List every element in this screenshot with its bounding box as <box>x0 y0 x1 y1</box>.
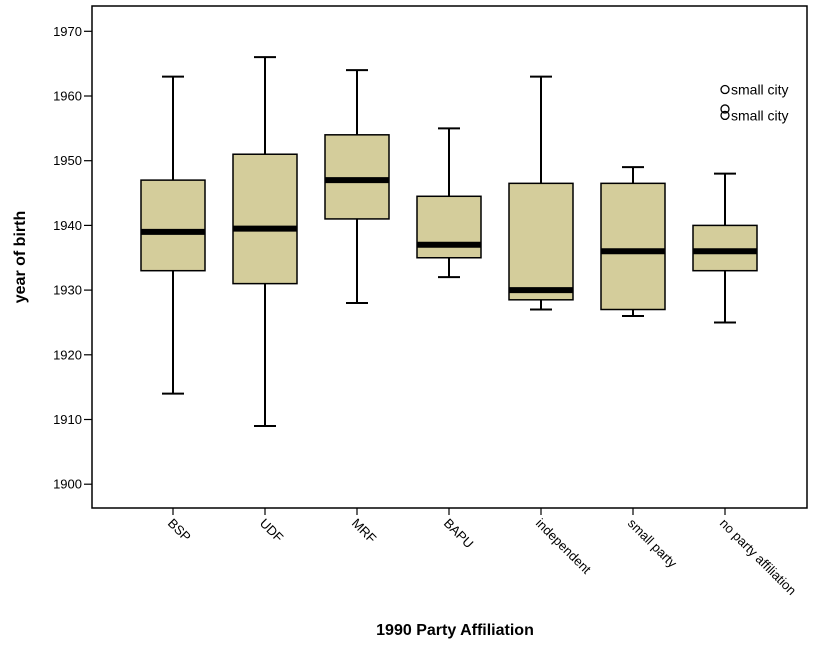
box-BAPU <box>416 127 482 279</box>
y-tick-label: 1930 <box>53 283 82 298</box>
x-category-label: independent <box>533 516 594 577</box>
box-independent <box>508 75 574 311</box>
y-tick-label: 1960 <box>53 89 82 104</box>
boxes-group <box>140 56 758 427</box>
y-tick-label: 1920 <box>53 347 82 362</box>
y-tick-label: 1970 <box>53 24 82 39</box>
box-no-party-affiliation <box>692 172 758 324</box>
y-axis-title: year of birth <box>12 211 29 303</box>
x-category-label: MRF <box>349 516 380 547</box>
outliers-group: small city small city <box>720 82 789 123</box>
outlier-point <box>720 104 730 114</box>
y-tick-label: 1950 <box>53 153 82 168</box>
x-category-label: BSP <box>165 516 194 545</box>
box-BSP <box>140 75 206 395</box>
y-axis: 1900 1910 1920 1930 1940 1950 1960 1970 <box>53 24 92 492</box>
x-category-label: small party <box>625 516 680 571</box>
outlier-point <box>720 84 730 95</box>
y-tick-label: 1900 <box>53 477 82 492</box>
box-UDF <box>232 56 298 427</box>
iqr-box <box>416 195 482 259</box>
y-tick-label: 1940 <box>53 218 82 233</box>
box-small-party <box>600 166 666 317</box>
outlier-label: small city <box>731 82 789 98</box>
iqr-box <box>600 182 666 311</box>
iqr-box <box>508 182 574 301</box>
iqr-box <box>232 153 298 285</box>
outlier-point <box>720 110 730 121</box>
box-MRF <box>324 69 390 305</box>
y-tick-label: 1910 <box>53 412 82 427</box>
iqr-box <box>324 134 390 220</box>
iqr-box <box>140 179 206 272</box>
iqr-box <box>692 224 758 272</box>
x-axis-title: 1990 Party Affiliation <box>376 622 534 639</box>
outlier-label: small city <box>731 107 789 123</box>
x-axis: BSP UDF MRF BAPU independent small party no pa… <box>165 508 799 598</box>
x-category-label: no party affiliation <box>717 516 799 598</box>
x-category-label: BAPU <box>441 516 477 552</box>
x-category-label: UDF <box>257 516 287 546</box>
